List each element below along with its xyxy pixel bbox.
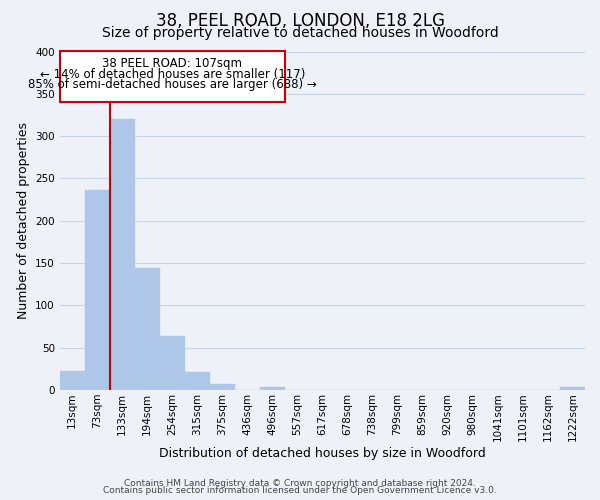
Text: Contains public sector information licensed under the Open Government Licence v3: Contains public sector information licen…: [103, 486, 497, 495]
Y-axis label: Number of detached properties: Number of detached properties: [17, 122, 29, 319]
Bar: [210, 384, 235, 390]
X-axis label: Distribution of detached houses by size in Woodford: Distribution of detached houses by size …: [159, 447, 486, 460]
Text: 85% of semi-detached houses are larger (688) →: 85% of semi-detached houses are larger (…: [28, 78, 317, 90]
Text: Size of property relative to detached houses in Woodford: Size of property relative to detached ho…: [101, 26, 499, 40]
Bar: [60, 372, 85, 390]
Bar: [260, 388, 285, 390]
Bar: [160, 336, 185, 390]
Bar: [60, 52, 285, 102]
Bar: [185, 372, 210, 390]
Bar: [110, 119, 135, 390]
Bar: [560, 388, 585, 390]
Bar: [135, 268, 160, 390]
Bar: [85, 190, 110, 390]
Text: 38, PEEL ROAD, LONDON, E18 2LG: 38, PEEL ROAD, LONDON, E18 2LG: [155, 12, 445, 30]
Text: ← 14% of detached houses are smaller (117): ← 14% of detached houses are smaller (11…: [40, 68, 305, 80]
Text: 38 PEEL ROAD: 107sqm: 38 PEEL ROAD: 107sqm: [102, 58, 242, 70]
Text: Contains HM Land Registry data © Crown copyright and database right 2024.: Contains HM Land Registry data © Crown c…: [124, 478, 476, 488]
